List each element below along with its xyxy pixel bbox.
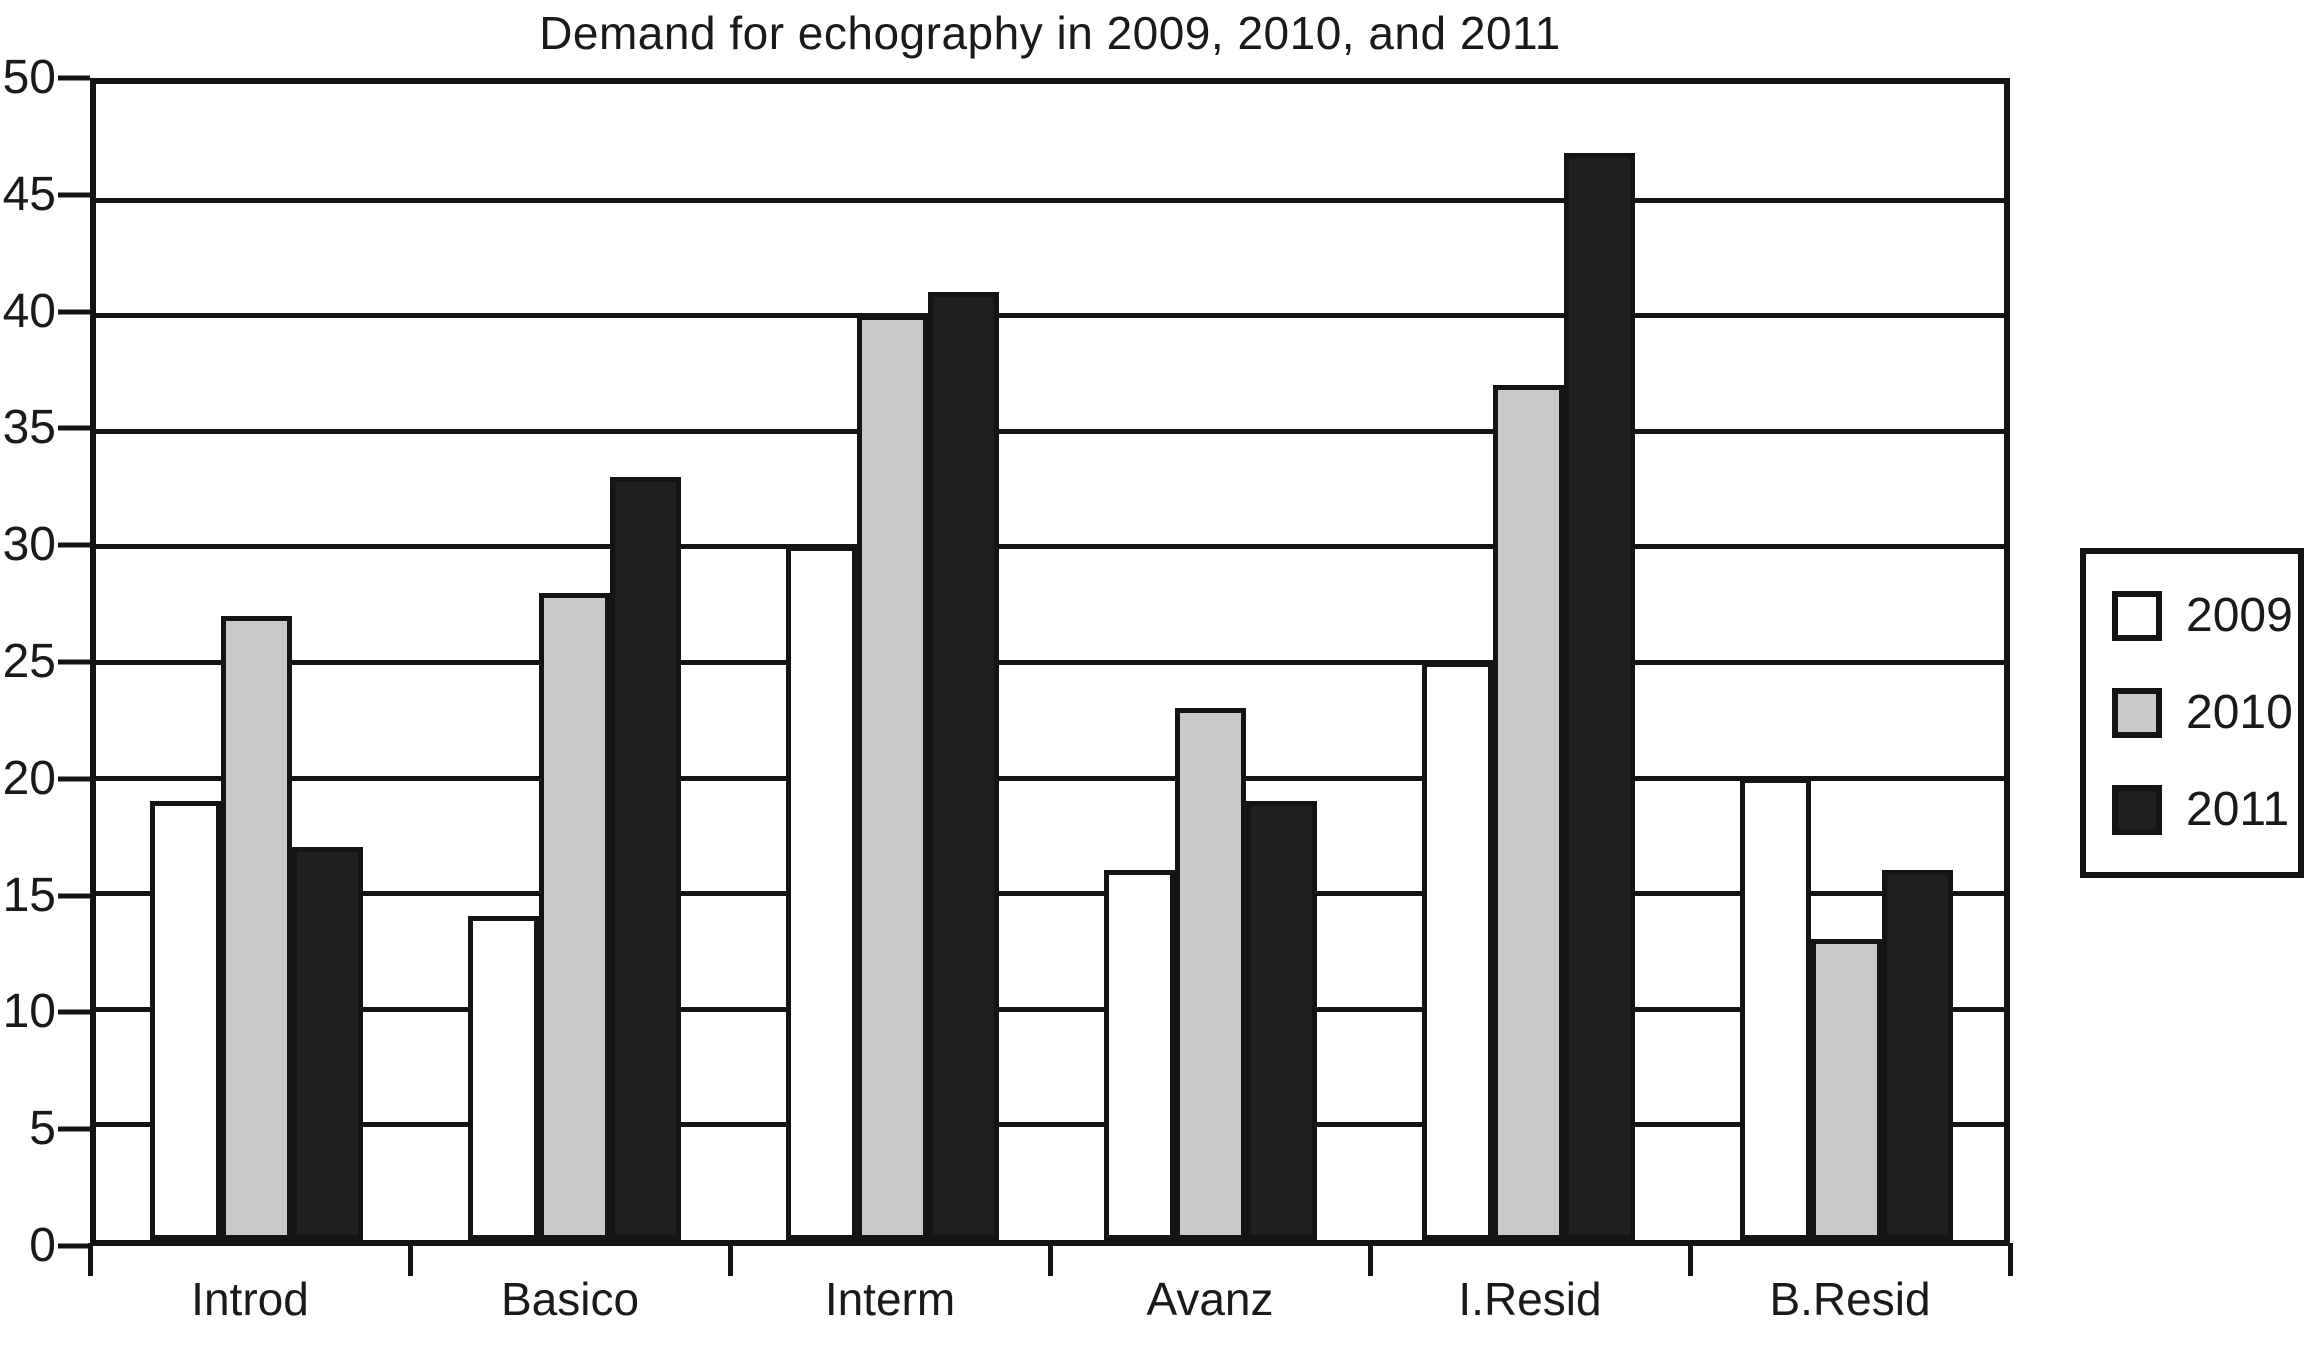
bar-group-avanz xyxy=(1050,84,1368,1240)
y-tick-label-0: 0 xyxy=(29,1219,56,1272)
y-tick-label-20: 20 xyxy=(2,751,56,805)
gridline-y-10 xyxy=(96,1006,2004,1012)
y-tick-label-15: 15 xyxy=(2,868,56,922)
x-category-label-introd: Introd xyxy=(191,1273,309,1325)
y-tick-mark-15 xyxy=(58,893,90,899)
x-category-label-i-resid: I.Resid xyxy=(1458,1273,1602,1325)
legend-label-2009: 2009 xyxy=(2186,589,2293,643)
legend-swatch-2010 xyxy=(2112,687,2162,738)
y-tick-mark-50 xyxy=(58,75,90,81)
gridline-y-35 xyxy=(96,428,2004,434)
bar-group-b-resid xyxy=(1686,84,2004,1240)
x-tick-mark-2 xyxy=(728,1243,733,1276)
gridline-y-45 xyxy=(96,197,2004,203)
bar-i-resid-2009 xyxy=(1422,662,1493,1240)
y-tick-mark-30 xyxy=(58,542,90,548)
y-tick-mark-45 xyxy=(58,192,90,198)
gridline-y-25 xyxy=(96,660,2004,665)
gridline-y-40 xyxy=(96,313,2004,319)
y-tick-mark-5 xyxy=(58,1126,90,1132)
y-tick-mark-35 xyxy=(58,425,90,431)
bar-b-resid-2010 xyxy=(1810,939,1882,1240)
x-tick-mark-5 xyxy=(1688,1243,1693,1276)
bar-avanz-2009 xyxy=(1104,870,1175,1240)
bar-interm-2009 xyxy=(786,546,857,1240)
legend-entry-2010: 2010 xyxy=(2112,685,2298,739)
plot-area xyxy=(90,78,2010,1246)
legend-entry-2009: 2009 xyxy=(2112,589,2298,643)
legend-label-2010: 2010 xyxy=(2186,685,2293,739)
bar-basico-2011 xyxy=(609,477,681,1240)
y-tick-mark-10 xyxy=(58,1009,90,1015)
y-tick-mark-40 xyxy=(58,309,90,315)
y-axis: 0 5 10 15 20 25 30 35 40 45 50 xyxy=(0,54,56,1270)
bar-introd-2011 xyxy=(291,846,363,1240)
bar-basico-2009 xyxy=(468,916,539,1240)
y-tick-mark-0 xyxy=(58,1243,90,1249)
bar-avanz-2011 xyxy=(1245,800,1317,1240)
y-tick-mark-25 xyxy=(58,659,90,665)
x-tick-mark-6 xyxy=(2008,1243,2013,1276)
gridline-y-15 xyxy=(96,891,2004,897)
legend-swatch-2011 xyxy=(2112,784,2162,835)
bar-b-resid-2009 xyxy=(1740,777,1811,1240)
legend-label-2011: 2011 xyxy=(2186,782,2290,836)
bar-group-interm xyxy=(732,84,1050,1240)
y-tick-label-35: 35 xyxy=(2,401,56,455)
bar-i-resid-2011 xyxy=(1563,153,1635,1240)
x-tick-mark-3 xyxy=(1048,1243,1053,1276)
x-tick-mark-1 xyxy=(408,1243,413,1276)
gridline-y-20 xyxy=(96,775,2004,781)
y-tick-label-25: 25 xyxy=(2,635,56,688)
bar-group-i-resid xyxy=(1368,84,1686,1240)
bar-interm-2011 xyxy=(927,292,999,1240)
y-tick-label-50: 50 xyxy=(2,51,56,104)
bar-introd-2010 xyxy=(220,615,292,1240)
bar-group-introd xyxy=(96,84,414,1240)
y-tick-label-45: 45 xyxy=(2,167,56,221)
x-tick-mark-0 xyxy=(88,1243,93,1276)
chart-title: Demand for echography in 2009, 2010, and… xyxy=(539,7,1561,59)
x-category-label-avanz: Avanz xyxy=(1146,1273,1274,1325)
x-tick-mark-4 xyxy=(1368,1243,1373,1276)
bar-introd-2009 xyxy=(150,800,221,1240)
bar-group-basico xyxy=(414,84,732,1240)
legend: 2009 2010 2011 xyxy=(2080,548,2304,878)
bar-avanz-2010 xyxy=(1174,708,1246,1240)
gridline-y-30 xyxy=(96,544,2004,550)
bar-b-resid-2011 xyxy=(1881,870,1953,1240)
y-tick-label-40: 40 xyxy=(2,284,56,338)
x-category-label-basico: Basico xyxy=(500,1273,640,1325)
y-tick-label-10: 10 xyxy=(2,985,56,1039)
y-tick-mark-20 xyxy=(58,776,90,782)
bar-i-resid-2010 xyxy=(1492,384,1564,1240)
legend-swatch-2009 xyxy=(2112,591,2162,642)
y-tick-label-5: 5 xyxy=(29,1102,56,1156)
bar-basico-2010 xyxy=(538,592,610,1240)
x-category-label-interm: Interm xyxy=(824,1273,956,1325)
legend-entry-2011: 2011 xyxy=(2112,782,2298,836)
bar-interm-2010 xyxy=(856,315,928,1240)
gridline-y-5 xyxy=(96,1122,2004,1128)
y-tick-label-30: 30 xyxy=(2,518,56,572)
x-category-label-b-resid: B.Resid xyxy=(1769,1273,1931,1325)
